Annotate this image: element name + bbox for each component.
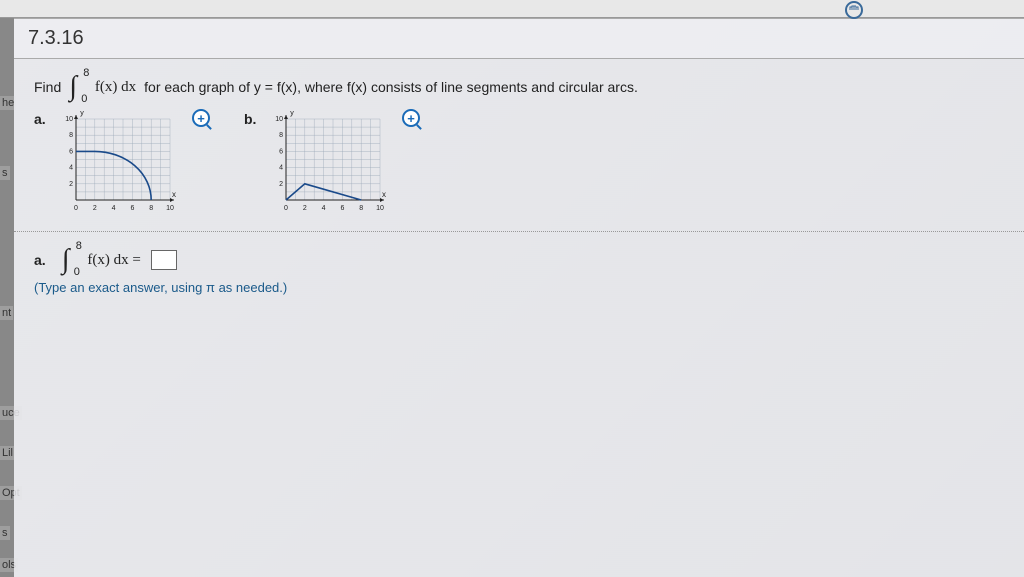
sidebar-fragment: Lil	[0, 446, 15, 460]
svg-text:10: 10	[166, 205, 174, 212]
sidebar-fragment: s	[0, 526, 10, 540]
prompt-lead: Find	[34, 79, 61, 95]
svg-text:2: 2	[69, 181, 73, 188]
graphs-row: a. + 0246810246810yx b. + 0246810246810y…	[54, 111, 1004, 221]
zoom-in-icon[interactable]: +	[192, 109, 210, 127]
svg-text:10: 10	[275, 116, 283, 123]
integral-lower-limit: 0	[81, 93, 87, 105]
question-body: Find ∫ 8 0 f(x) dx for each graph of y =…	[14, 59, 1024, 232]
svg-text:4: 4	[69, 165, 73, 172]
zoom-in-icon[interactable]: +	[402, 109, 420, 127]
svg-text:0: 0	[284, 205, 288, 212]
integral-expression: ∫ 8 0 f(x) dx	[69, 73, 136, 101]
sidebar-fragment: s	[0, 166, 10, 180]
integrand: f(x) dx	[95, 79, 136, 96]
svg-text:2: 2	[279, 181, 283, 188]
svg-text:x: x	[382, 190, 386, 199]
svg-text:4: 4	[322, 205, 326, 212]
question-prompt: Find ∫ 8 0 f(x) dx for each graph of y =…	[34, 73, 1004, 101]
chart-b-svg[interactable]: 0 2 4 6 8 10 2 4 6 8 10 y x	[264, 111, 394, 216]
integral-upper-limit: 8	[83, 67, 89, 79]
svg-text:0: 0	[74, 205, 78, 212]
svg-text:6: 6	[279, 148, 283, 155]
answer-hint: (Type an exact answer, using π as needed…	[34, 280, 1004, 295]
integral-lower-limit: 0	[74, 266, 80, 278]
svg-text:2: 2	[303, 205, 307, 212]
svg-text:4: 4	[112, 205, 116, 212]
svg-text:x: x	[172, 190, 176, 199]
cursor-icon	[844, 0, 864, 25]
top-toolbar-strip	[0, 0, 1024, 18]
left-nav-strip: he s nt uce Lil Opt s ols	[0, 18, 14, 577]
svg-text:2: 2	[93, 205, 97, 212]
question-number-header: 7.3.16	[14, 18, 1024, 59]
sidebar-fragment: nt	[0, 306, 13, 320]
graph-a: a. + 0246810246810yx	[54, 111, 184, 221]
answer-integral: ∫ 8 0 f(x) dx =	[62, 246, 141, 274]
integral-sign-icon: ∫	[62, 246, 70, 274]
main-content: 7.3.16 Find ∫ 8 0 f(x) dx for each graph…	[14, 18, 1024, 577]
svg-text:10: 10	[65, 116, 73, 123]
answer-section: a. ∫ 8 0 f(x) dx = (Type an exact answer…	[14, 232, 1024, 309]
graph-a-label: a.	[34, 111, 46, 127]
prompt-tail: for each graph of y = f(x), where f(x) c…	[144, 79, 638, 95]
integral-upper-limit: 8	[76, 240, 82, 252]
integrand-eq: f(x) dx =	[87, 252, 140, 269]
svg-text:y: y	[80, 111, 84, 117]
graph-b-label: b.	[244, 111, 256, 127]
integral-sign-icon: ∫	[69, 73, 77, 101]
svg-text:8: 8	[69, 132, 73, 139]
svg-text:8: 8	[149, 205, 153, 212]
svg-text:4: 4	[279, 165, 283, 172]
svg-text:6: 6	[340, 205, 344, 212]
answer-part-label: a.	[34, 252, 46, 268]
graph-b: b. + 0246810246810yx	[264, 111, 394, 221]
svg-text:8: 8	[279, 132, 283, 139]
answer-input[interactable]	[151, 250, 177, 270]
svg-text:6: 6	[130, 205, 134, 212]
svg-text:6: 6	[69, 148, 73, 155]
svg-text:10: 10	[376, 205, 384, 212]
chart-a-svg[interactable]: 0 2 4 6 8 10 2 4 6 8 10 y x	[54, 111, 184, 216]
svg-text:y: y	[290, 111, 294, 117]
question-number: 7.3.16	[28, 27, 84, 49]
svg-text:8: 8	[359, 205, 363, 212]
answer-line: a. ∫ 8 0 f(x) dx =	[34, 246, 1004, 274]
